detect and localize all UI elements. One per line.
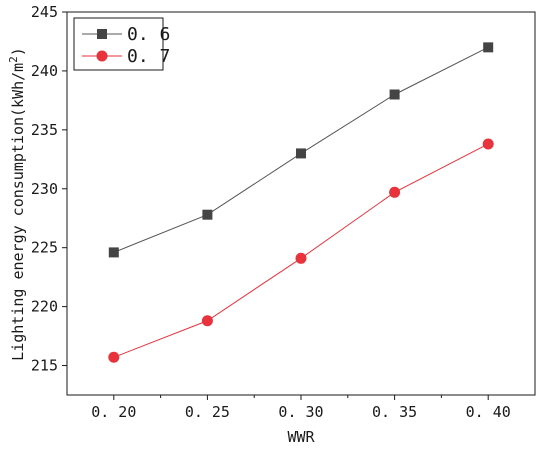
series-1-point xyxy=(483,42,494,53)
series-1-point xyxy=(389,89,400,100)
y-axis-title-end: ) xyxy=(9,47,27,56)
series-2-point xyxy=(201,315,213,327)
y-tick-label: 245 xyxy=(31,3,58,21)
series-2-point xyxy=(389,186,401,198)
legend-marker-series-1 xyxy=(97,29,107,39)
y-axis-title-superscript: 2 xyxy=(7,56,20,63)
x-tick-label: 0. 30 xyxy=(278,403,323,421)
series-2-point xyxy=(482,138,494,150)
y-tick-label: 215 xyxy=(31,357,58,375)
y-tick-label: 230 xyxy=(31,180,58,198)
y-axis-title-main: Lighting energy consumption(kWh/m xyxy=(9,63,27,361)
x-axis-title: WWR xyxy=(287,428,315,446)
legend: 0. 6 0. 7 xyxy=(73,17,170,71)
series-layer xyxy=(108,42,494,363)
series-1 xyxy=(108,42,494,258)
y-axis: 215 220 225 230 235 240 245 xyxy=(31,3,67,375)
series-1-point xyxy=(108,247,119,258)
series-2 xyxy=(108,138,494,363)
legend-label-series-1: 0. 6 xyxy=(127,24,170,45)
x-tick-label: 0. 40 xyxy=(466,403,511,421)
y-tick-label: 220 xyxy=(31,298,58,316)
x-axis: 0. 20 0. 25 0. 30 0. 35 0. 40 xyxy=(91,395,511,421)
legend-label-series-2: 0. 7 xyxy=(127,46,170,67)
x-tick-label: 0. 35 xyxy=(372,403,417,421)
y-tick-label: 235 xyxy=(31,121,58,139)
legend-box xyxy=(73,17,164,71)
series-2-point xyxy=(108,351,120,363)
y-axis-title: Lighting energy consumption(kWh/m2) xyxy=(7,47,27,361)
y-tick-label: 240 xyxy=(31,62,58,80)
y-tick-label: 225 xyxy=(31,239,58,257)
x-tick-label: 0. 20 xyxy=(91,403,136,421)
legend-marker-series-2 xyxy=(96,50,108,62)
series-1-point xyxy=(296,148,306,159)
series-2-line xyxy=(113,143,489,358)
series-1-point xyxy=(202,209,213,220)
x-tick-label: 0. 25 xyxy=(185,403,230,421)
series-2-point xyxy=(295,252,307,264)
